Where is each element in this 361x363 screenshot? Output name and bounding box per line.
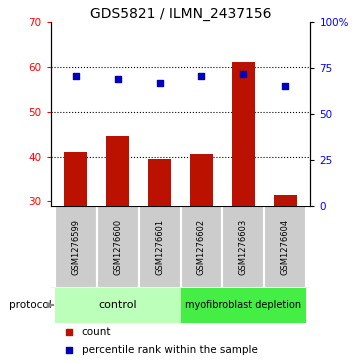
Point xyxy=(282,83,288,89)
Bar xyxy=(148,159,171,206)
Bar xyxy=(97,206,139,288)
Bar xyxy=(264,206,306,288)
Point xyxy=(240,72,246,77)
Point xyxy=(66,329,71,335)
Text: GSM1276599: GSM1276599 xyxy=(71,219,80,275)
Bar xyxy=(180,288,306,323)
Point xyxy=(199,73,204,79)
Bar xyxy=(190,154,213,206)
Bar xyxy=(139,206,180,288)
Bar xyxy=(55,288,180,323)
Text: myofibroblast depletion: myofibroblast depletion xyxy=(185,300,301,310)
Title: GDS5821 / ILMN_2437156: GDS5821 / ILMN_2437156 xyxy=(90,7,271,21)
Point xyxy=(115,76,121,82)
Text: protocol: protocol xyxy=(9,300,51,310)
Text: count: count xyxy=(82,327,111,337)
Bar xyxy=(55,206,97,288)
Bar xyxy=(106,136,129,206)
Point xyxy=(73,73,79,79)
Point xyxy=(157,81,162,86)
Bar xyxy=(232,62,255,206)
Point xyxy=(66,347,71,353)
Text: control: control xyxy=(98,300,137,310)
Text: GSM1276604: GSM1276604 xyxy=(281,219,290,275)
Bar xyxy=(180,206,222,288)
Bar xyxy=(274,195,297,206)
Text: percentile rank within the sample: percentile rank within the sample xyxy=(82,345,258,355)
Text: GSM1276602: GSM1276602 xyxy=(197,219,206,275)
Text: GSM1276600: GSM1276600 xyxy=(113,219,122,275)
Text: GSM1276601: GSM1276601 xyxy=(155,219,164,275)
Bar xyxy=(222,206,264,288)
Bar xyxy=(64,152,87,206)
Text: GSM1276603: GSM1276603 xyxy=(239,219,248,275)
